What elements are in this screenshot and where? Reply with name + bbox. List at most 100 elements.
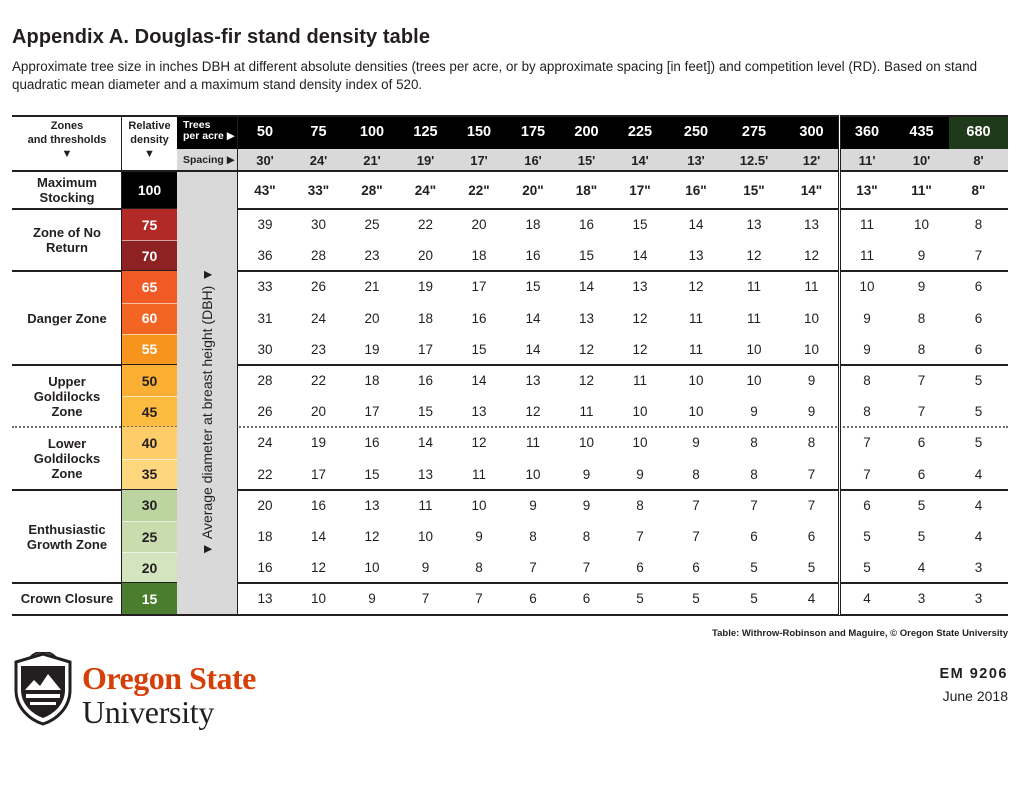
dbh-cell: 14	[525, 341, 541, 357]
rd-left-line	[121, 115, 122, 615]
dbh-cell: 9	[368, 591, 376, 607]
dbh-cell: 11	[804, 279, 819, 295]
dbh-cell: 18	[471, 248, 487, 264]
rd-divider	[122, 302, 177, 304]
dbh-cell: 9	[863, 310, 871, 326]
dbh-cell: 7	[863, 466, 871, 482]
dbh-cell: 16	[310, 497, 327, 513]
dbh-cell: 19	[417, 279, 434, 295]
zone-label: Zone of No Return	[33, 225, 101, 256]
values-left-line	[237, 115, 238, 615]
dbh-cell: 5	[917, 529, 926, 545]
zone-divider	[12, 270, 1008, 273]
dbh-cell: 18	[257, 529, 273, 545]
dbh-cell: 8	[636, 497, 644, 513]
dbh-cell: 11	[579, 404, 594, 420]
relative-density-value: 30	[122, 489, 177, 521]
dbh-cell: 19	[310, 435, 327, 451]
spacing-value: 19'	[399, 149, 452, 171]
dbh-cell: 8	[863, 373, 871, 389]
dbh-cell: 11	[688, 310, 703, 326]
dbh-cell: 8	[917, 341, 926, 357]
dbh-cell: 20	[471, 217, 487, 233]
dbh-cell: 10	[632, 404, 648, 420]
zone-label: Danger Zone	[27, 310, 107, 326]
dbh-cell: 13	[417, 466, 434, 482]
spacing-value: 12'	[783, 149, 840, 171]
dbh-cell: 9	[529, 497, 537, 513]
dbh-cell: 13	[525, 373, 541, 389]
zone-label: Lower Goldilocks Zone	[33, 436, 101, 482]
dbh-cell: 4	[974, 497, 983, 513]
dbh-cell: 13	[471, 404, 487, 420]
table-credit: Table: Withrow-Robinson and Maguire, © O…	[712, 628, 1008, 639]
relative-density-header: Relative density ▼	[122, 115, 177, 171]
tpa-value: 75	[292, 115, 345, 149]
dbh-cell: 14	[310, 529, 327, 545]
dbh-cell: 9	[582, 497, 591, 513]
zones-header: Zones and thresholds ▼	[27, 120, 107, 160]
dbh-label-column	[177, 171, 238, 615]
dbh-cell: 6	[974, 341, 983, 357]
dbh-cell: 12	[364, 529, 380, 545]
dbh-cell: 11	[859, 217, 874, 233]
publication-number: EM 9206	[939, 666, 1008, 682]
dbh-cell: 13	[364, 497, 380, 513]
dbh-cell: 8	[974, 217, 983, 233]
publication-date: June 2018	[942, 688, 1008, 704]
dbh-cell: 5	[863, 560, 871, 576]
tpa-value: 200	[560, 115, 613, 149]
relative-density-value: 20	[122, 552, 177, 584]
dbh-cell: 5	[917, 497, 926, 513]
dbh-cell: 19	[364, 341, 380, 357]
dbh-cell: 22	[310, 373, 327, 389]
relative-density-value: 100	[122, 171, 177, 209]
dbh-cell: 13	[746, 217, 762, 233]
relative-density-value: 15	[122, 583, 177, 615]
dbh-cell: 13	[578, 310, 595, 326]
dbh-cell: 17	[471, 279, 487, 295]
dbh-cell: 8	[475, 560, 483, 576]
dbh-cell: 7	[582, 560, 591, 576]
dbh-cell: 9	[917, 279, 926, 295]
dbh-cell: 5	[750, 560, 758, 576]
dbh-cell: 10	[310, 591, 327, 607]
dbh-cell: 21	[364, 279, 380, 295]
dbh-cell: 16"	[685, 182, 707, 198]
dbh-cell: 6	[974, 310, 983, 326]
dbh-cell: 20	[310, 404, 327, 420]
dbh-cell: 6	[974, 279, 983, 295]
dbh-cell: 7	[750, 497, 758, 513]
osu-beaver-shield-icon	[14, 652, 72, 726]
dbh-cell: 14	[632, 248, 648, 264]
dbh-cell: 10	[803, 341, 820, 357]
dbh-cell: 9	[863, 341, 871, 357]
dbh-cell: 5	[974, 435, 983, 451]
dbh-cell: 43"	[254, 182, 276, 198]
dbh-cell: 15	[471, 341, 487, 357]
dbh-cell: 8	[692, 466, 700, 482]
relative-density-value: 25	[122, 521, 177, 553]
dbh-cell: 17"	[629, 182, 651, 198]
dbh-cell: 6	[692, 560, 700, 576]
rd-divider	[122, 396, 177, 398]
rd-divider	[122, 458, 177, 460]
dbh-cell: 3	[917, 591, 926, 607]
tpa-value: 125	[399, 115, 452, 149]
dbh-cell: 24	[257, 435, 273, 451]
dbh-cell: 30	[257, 341, 273, 357]
dbh-cell: 11	[471, 466, 486, 482]
dbh-cell: 25	[364, 217, 380, 233]
rd-divider	[122, 333, 177, 335]
dbh-cell: 10	[803, 310, 820, 326]
spacing-value: 10'	[894, 149, 949, 171]
dbh-cell: 16	[471, 310, 487, 326]
dbh-cell: 13	[803, 217, 820, 233]
dbh-cell: 10	[417, 529, 434, 545]
dbh-cell: 5	[974, 404, 983, 420]
relative-density-value: 50	[122, 365, 177, 397]
dbh-cell: 12	[578, 341, 595, 357]
dbh-cell: 6	[636, 560, 644, 576]
spacing-value: 11'	[840, 149, 894, 171]
dbh-cell: 15	[417, 404, 434, 420]
